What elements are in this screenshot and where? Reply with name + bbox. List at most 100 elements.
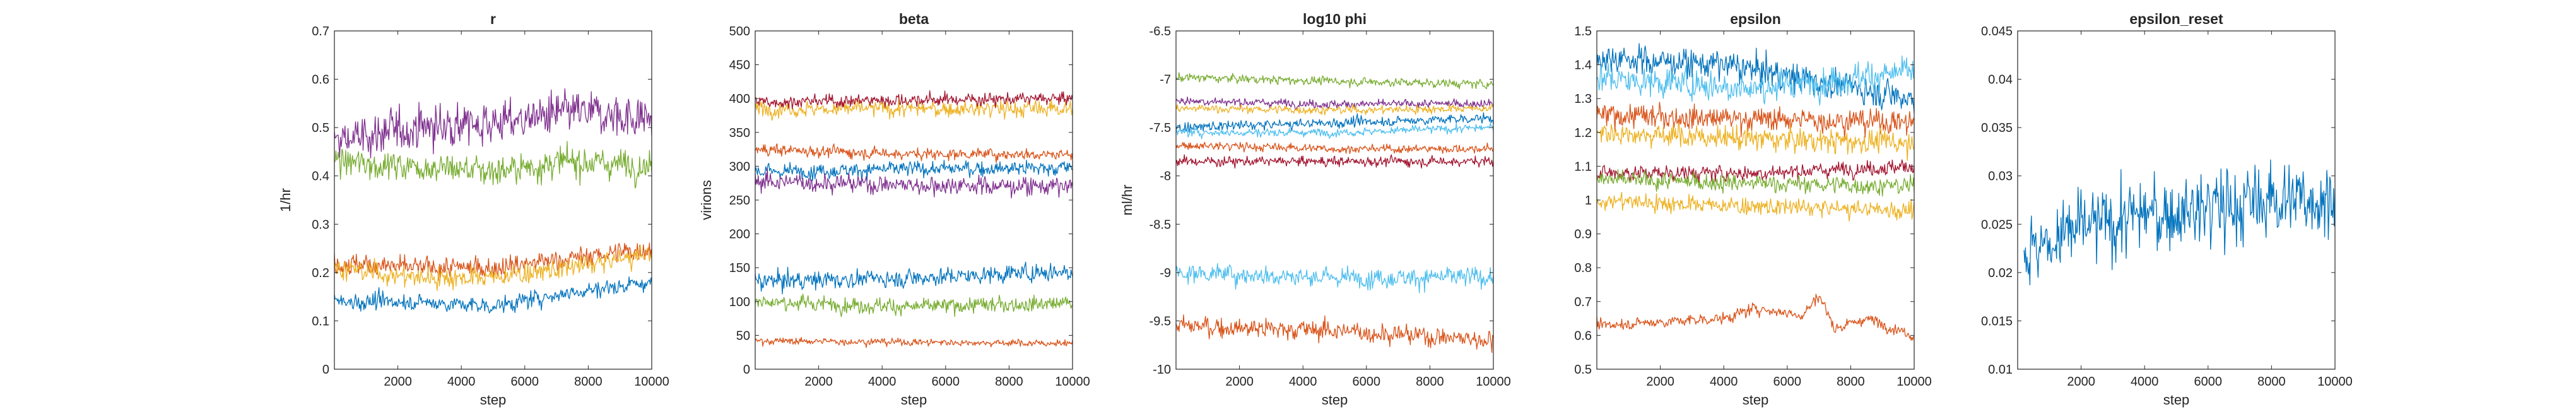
y-tick-label: 0.6 xyxy=(312,73,329,87)
y-tick-label: -9 xyxy=(1160,266,1171,280)
panel-4: 2000 4000 6000 8000 10000 0.5 0.6 0.7 0.8 0.9 1 1.1… xyxy=(1574,11,1932,408)
series-line-3 xyxy=(1176,104,1493,115)
trace-group xyxy=(755,90,1073,348)
series-line-2 xyxy=(1597,56,1914,106)
panel-1: 2000 4000 6000 8000 10000 0 0.1 0.2 0.3 0.4 0.5 0.6… xyxy=(278,11,669,408)
x-tick-label: 10000 xyxy=(2317,375,2353,389)
trace-group xyxy=(2023,159,2335,286)
y-tick-label: 0.2 xyxy=(312,266,329,280)
trace-group xyxy=(1597,43,1914,341)
series-line-1 xyxy=(755,97,1073,121)
chart-title: beta xyxy=(899,11,929,27)
y-tick-label: -6.5 xyxy=(1150,25,1171,38)
x-tick-label: 8000 xyxy=(574,375,603,389)
y-tick-label: 150 xyxy=(729,261,750,275)
y-tick-label: 0.4 xyxy=(312,170,329,184)
series-line-6 xyxy=(1597,169,1914,197)
series-line-1 xyxy=(2023,159,2335,286)
x-tick-label: 4000 xyxy=(1710,375,1738,389)
series-line-4 xyxy=(1176,112,1493,133)
series-line-6 xyxy=(1176,141,1493,155)
series-line-1 xyxy=(1176,72,1493,90)
y-axis-label: ml/hr xyxy=(1119,185,1135,216)
y-tick-label: 0.9 xyxy=(1574,228,1592,242)
series-line-8 xyxy=(755,336,1073,348)
y-tick-label: -10 xyxy=(1153,363,1171,377)
x-tick-label: 10000 xyxy=(1055,375,1090,389)
x-tick-label: 8000 xyxy=(1837,375,1865,389)
y-tick-label: 100 xyxy=(729,295,750,309)
trace-group xyxy=(1176,72,1493,353)
series-line-1 xyxy=(1597,43,1914,114)
y-tick-label: 0.015 xyxy=(1981,314,2013,328)
x-tick-label: 6000 xyxy=(511,375,539,389)
y-tick-label: 0.5 xyxy=(312,121,329,135)
axes-box xyxy=(2017,30,2336,370)
y-tick-label: -7.5 xyxy=(1150,121,1171,135)
y-tick-label: 450 xyxy=(729,59,750,73)
y-tick-label: 0.025 xyxy=(1981,218,2013,232)
y-tick-label: 0.04 xyxy=(1988,73,2013,87)
x-tick-label: 2000 xyxy=(1646,375,1674,389)
x-tick-label: 6000 xyxy=(932,375,960,389)
x-tick-label: 2000 xyxy=(804,375,833,389)
x-tick-label: 2000 xyxy=(1225,375,1254,389)
y-tick-label: 0 xyxy=(743,363,750,377)
series-line-5 xyxy=(334,276,652,314)
y-tick-label: 0.6 xyxy=(1574,329,1592,343)
series-line-8 xyxy=(1597,293,1914,341)
chart-title: r xyxy=(490,11,496,27)
series-line-2 xyxy=(334,141,652,189)
x-tick-label: 10000 xyxy=(1476,375,1511,389)
x-axis-label: step xyxy=(901,392,927,408)
chart-title: epsilon_reset xyxy=(2129,11,2223,27)
series-line-7 xyxy=(1597,191,1914,222)
y-tick-label: 400 xyxy=(729,92,750,106)
y-tick-label: 1.1 xyxy=(1574,160,1592,174)
y-tick-label: 0.045 xyxy=(1981,25,2013,38)
y-axis-label: 1/hr xyxy=(278,188,293,212)
y-tick-label: 1 xyxy=(1585,194,1592,208)
y-tick-label: -9.5 xyxy=(1150,314,1171,328)
series-line-4 xyxy=(334,244,652,292)
y-tick-label: 0.1 xyxy=(312,314,329,328)
y-tick-label: 1.5 xyxy=(1574,25,1592,38)
x-tick-label: 4000 xyxy=(1289,375,1317,389)
trace-group xyxy=(334,88,652,314)
y-tick-label: 50 xyxy=(736,329,750,343)
y-tick-label: 300 xyxy=(729,160,750,174)
x-tick-label: 6000 xyxy=(1353,375,1381,389)
y-tick-label: 350 xyxy=(729,126,750,140)
series-line-3 xyxy=(755,143,1073,163)
y-tick-label: 0.035 xyxy=(1981,121,2013,135)
x-tick-label: 2000 xyxy=(384,375,412,389)
y-tick-label: 0.7 xyxy=(312,25,329,38)
y-axis-label: virions xyxy=(698,180,714,220)
series-line-9 xyxy=(1176,314,1493,353)
series-line-7 xyxy=(1176,154,1493,169)
y-tick-label: -8.5 xyxy=(1150,218,1171,232)
series-line-6 xyxy=(755,261,1073,295)
y-tick-label: 0.01 xyxy=(1988,363,2013,377)
x-tick-label: 4000 xyxy=(447,375,476,389)
y-tick-label: 0 xyxy=(322,363,329,377)
x-axis-label: step xyxy=(480,392,507,408)
axes-box xyxy=(334,30,652,370)
x-axis-label: step xyxy=(2163,392,2190,408)
y-tick-label: 1.2 xyxy=(1574,126,1592,140)
y-tick-label: 200 xyxy=(729,228,750,242)
x-tick-label: 8000 xyxy=(2257,375,2286,389)
x-tick-label: 4000 xyxy=(868,375,897,389)
x-axis-label: step xyxy=(1322,392,1348,408)
y-tick-label: 0.03 xyxy=(1988,170,2013,184)
x-tick-label: 4000 xyxy=(2131,375,2159,389)
series-line-2 xyxy=(1176,97,1493,110)
panel-3: 2000 4000 6000 8000 10000 -10 -9.5 -9 -8.5 -8 -7.5… xyxy=(1119,11,1511,408)
series-line-5 xyxy=(1176,122,1493,139)
series-line-5 xyxy=(755,167,1073,199)
x-tick-label: 6000 xyxy=(2194,375,2223,389)
y-tick-label: 0.3 xyxy=(312,218,329,232)
axes-box xyxy=(1175,30,1494,370)
